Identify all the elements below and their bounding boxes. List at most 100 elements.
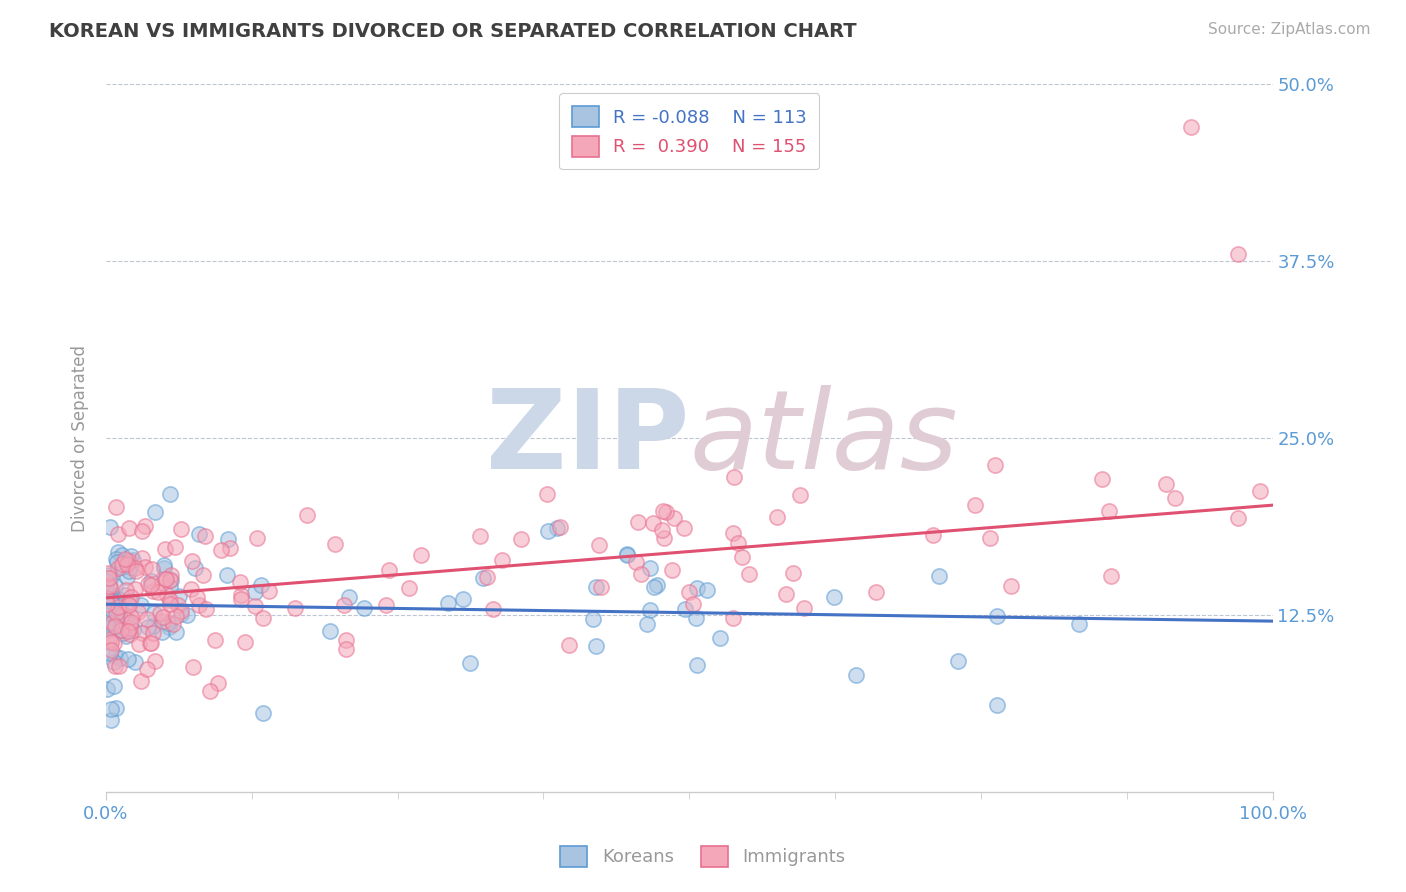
Point bbox=[111, 623, 134, 637]
Point bbox=[107, 561, 129, 575]
Point bbox=[118, 616, 141, 631]
Point bbox=[582, 612, 605, 626]
Point bbox=[118, 564, 141, 578]
Point bbox=[297, 508, 319, 522]
Point bbox=[142, 607, 165, 621]
Point bbox=[195, 602, 218, 616]
Point bbox=[1091, 472, 1114, 486]
Text: atlas: atlas bbox=[689, 384, 957, 491]
Point bbox=[398, 581, 420, 595]
Point bbox=[491, 553, 513, 567]
Point bbox=[100, 591, 122, 606]
Point bbox=[115, 557, 138, 571]
Point bbox=[105, 617, 128, 632]
Point bbox=[928, 569, 950, 583]
Point bbox=[643, 580, 665, 594]
Point bbox=[378, 563, 401, 577]
Text: ZIP: ZIP bbox=[486, 384, 689, 491]
Point bbox=[165, 625, 187, 640]
Point bbox=[1164, 491, 1187, 505]
Point bbox=[118, 621, 141, 635]
Point bbox=[104, 700, 127, 714]
Point bbox=[96, 681, 118, 696]
Point bbox=[128, 637, 150, 651]
Point bbox=[139, 635, 162, 649]
Point bbox=[170, 522, 193, 536]
Point bbox=[194, 529, 217, 543]
Point bbox=[110, 620, 132, 634]
Point bbox=[159, 597, 181, 611]
Point bbox=[104, 648, 127, 663]
Point bbox=[150, 624, 173, 639]
Point bbox=[207, 675, 229, 690]
Point bbox=[97, 606, 120, 620]
Point bbox=[141, 562, 163, 576]
Point bbox=[1099, 568, 1122, 582]
Point bbox=[94, 591, 117, 606]
Point bbox=[131, 550, 153, 565]
Legend: Koreans, Immigrants: Koreans, Immigrants bbox=[553, 838, 853, 874]
Point bbox=[134, 519, 156, 533]
Point bbox=[117, 521, 139, 535]
Point bbox=[97, 605, 120, 619]
Point bbox=[510, 532, 533, 546]
Point bbox=[159, 573, 181, 587]
Point bbox=[946, 654, 969, 668]
Point bbox=[468, 529, 491, 543]
Point bbox=[652, 531, 675, 545]
Point bbox=[209, 542, 232, 557]
Point bbox=[97, 622, 120, 636]
Point bbox=[252, 706, 274, 720]
Point bbox=[107, 526, 129, 541]
Point bbox=[129, 599, 152, 613]
Point bbox=[709, 631, 731, 645]
Point bbox=[548, 520, 571, 534]
Point bbox=[218, 541, 240, 556]
Point bbox=[96, 597, 118, 611]
Point bbox=[723, 470, 745, 484]
Text: KOREAN VS IMMIGRANTS DIVORCED OR SEPARATED CORRELATION CHART: KOREAN VS IMMIGRANTS DIVORCED OR SEPARAT… bbox=[49, 22, 856, 41]
Point bbox=[96, 617, 118, 632]
Point bbox=[661, 563, 683, 577]
Point bbox=[100, 595, 122, 609]
Point bbox=[588, 538, 610, 552]
Point bbox=[122, 553, 145, 567]
Point bbox=[117, 652, 139, 666]
Point bbox=[145, 505, 167, 519]
Point bbox=[682, 597, 704, 611]
Point bbox=[115, 629, 138, 643]
Point bbox=[120, 560, 142, 574]
Point bbox=[204, 633, 226, 648]
Point bbox=[335, 641, 357, 656]
Point bbox=[672, 521, 695, 535]
Point bbox=[626, 555, 648, 569]
Point bbox=[636, 617, 658, 632]
Point bbox=[217, 568, 239, 582]
Point bbox=[1154, 477, 1177, 491]
Point bbox=[110, 623, 132, 637]
Point bbox=[117, 597, 139, 611]
Point bbox=[141, 584, 163, 599]
Point bbox=[111, 558, 134, 572]
Point bbox=[127, 605, 149, 619]
Point bbox=[125, 564, 148, 578]
Point bbox=[1226, 247, 1249, 261]
Point bbox=[111, 560, 134, 574]
Point bbox=[103, 636, 125, 650]
Point bbox=[124, 561, 146, 575]
Point bbox=[114, 588, 136, 602]
Point bbox=[97, 571, 120, 585]
Point bbox=[1067, 616, 1090, 631]
Point bbox=[162, 617, 184, 632]
Point bbox=[108, 659, 131, 673]
Point bbox=[228, 575, 250, 590]
Point bbox=[96, 635, 118, 649]
Y-axis label: Divorced or Separated: Divorced or Separated bbox=[72, 345, 89, 532]
Point bbox=[110, 651, 132, 665]
Point bbox=[156, 588, 179, 602]
Point bbox=[142, 625, 165, 640]
Point bbox=[120, 594, 142, 608]
Point bbox=[630, 567, 652, 582]
Point bbox=[159, 593, 181, 607]
Point bbox=[845, 668, 868, 682]
